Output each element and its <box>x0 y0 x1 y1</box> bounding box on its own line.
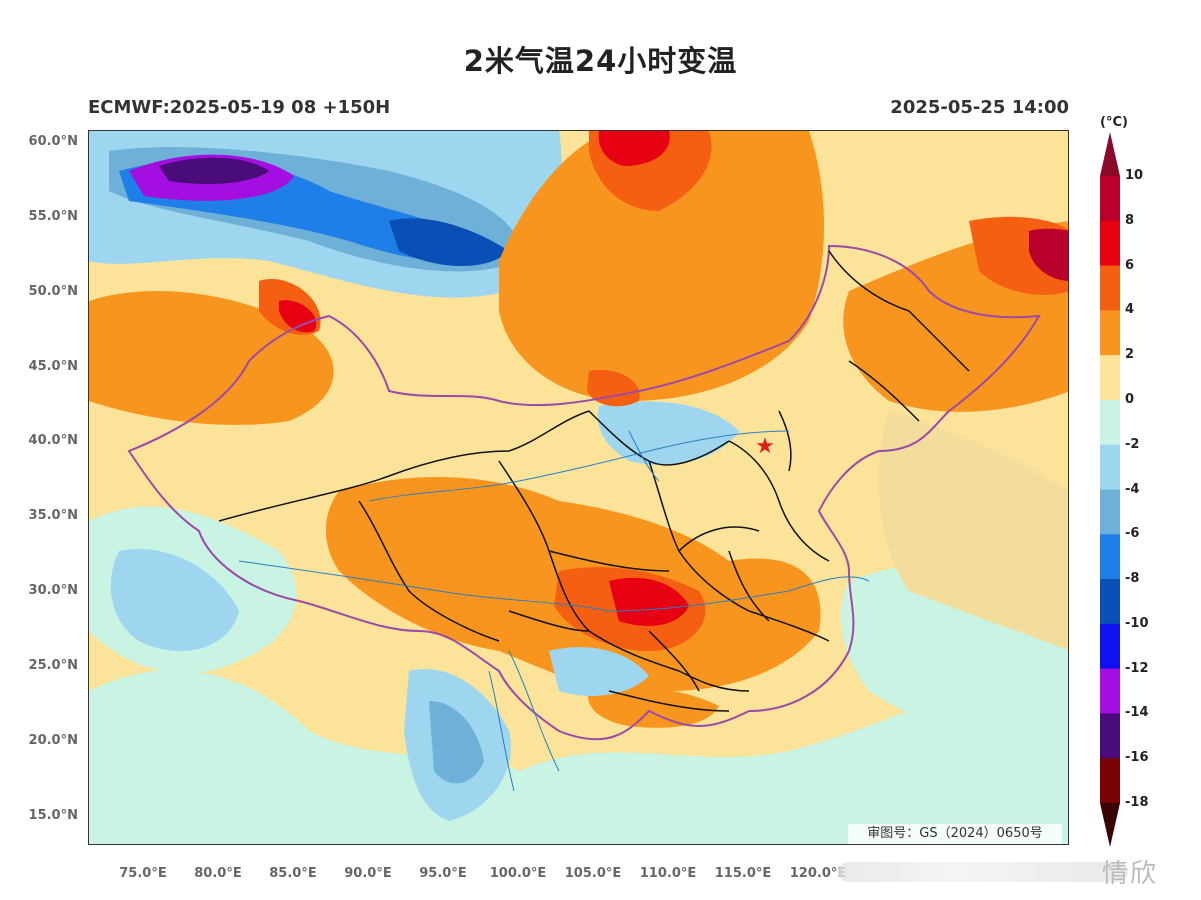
lon-label: 105.0°E <box>564 866 622 881</box>
colorbar-tick-label: -4 <box>1125 481 1140 497</box>
colorbar-unit: (°C) <box>1100 115 1128 130</box>
colorbar-tick-label: 10 <box>1125 168 1144 183</box>
field-orange-mongolia <box>499 131 824 401</box>
lon-label: 100.0°E <box>489 866 547 881</box>
lon-label: 90.0°E <box>344 866 392 881</box>
colorbar <box>1100 132 1120 847</box>
field-orange-south <box>588 686 719 728</box>
lat-label: 20.0°N <box>28 733 78 748</box>
field-light-blue-west <box>110 549 239 651</box>
lon-label: 120.0°E <box>789 866 847 881</box>
watermark: 情欣 <box>838 853 1198 889</box>
colorbar-band <box>1100 668 1120 714</box>
lon-label: 75.0°E <box>119 866 167 881</box>
field-red-west <box>279 300 317 333</box>
field-light-cyan-south <box>89 651 1068 844</box>
field-deep-purple-north <box>159 157 269 184</box>
lon-label: 80.0°E <box>194 866 242 881</box>
lon-label: 95.0°E <box>419 866 467 881</box>
watermark-bar <box>838 862 1128 882</box>
lat-label: 45.0°N <box>28 359 78 374</box>
lat-label: 60.0°N <box>28 134 78 149</box>
colorbar-band <box>1100 220 1120 267</box>
colorbar-tick-label: -12 <box>1125 660 1149 676</box>
colorbar-band <box>1100 579 1120 625</box>
colorbar-tick-label: -18 <box>1125 795 1149 810</box>
valid-time-label: 2025-05-25 14:00 <box>890 97 1069 118</box>
colorbar-tick-label: 6 <box>1125 257 1135 273</box>
colorbar-band <box>1100 399 1120 446</box>
colorbar-tick-label: -16 <box>1125 750 1149 766</box>
lon-label: 110.0°E <box>639 866 697 881</box>
field-red-orange-inner-mongolia <box>587 370 640 407</box>
field-red-siberia <box>598 131 670 166</box>
lat-label: 40.0°N <box>28 433 78 448</box>
colorbar-tick-label: 2 <box>1125 347 1135 363</box>
colorbar-tick-label: -2 <box>1125 436 1140 452</box>
field-sand-east-sea <box>878 411 1068 651</box>
lat-label: 35.0°N <box>28 508 78 523</box>
lon-label: 115.0°E <box>714 866 772 881</box>
lat-label: 30.0°N <box>28 583 78 598</box>
review-number-stamp: 审图号：GS（2024）0650号 <box>848 824 1062 844</box>
model-run-label: ECMWF:2025-05-19 08 +150H <box>88 97 391 118</box>
field-dark-red-northeast <box>1029 228 1068 281</box>
colorbar-tick-label: -10 <box>1125 615 1149 631</box>
rivers <box>238 430 870 792</box>
field-dark-blue-north <box>389 218 509 266</box>
field-red-sichuan <box>609 577 689 626</box>
colorbar-band <box>1100 534 1120 580</box>
colorbar-band <box>1100 355 1120 401</box>
colorbar-tick-label: -14 <box>1125 705 1149 721</box>
colorbar-band <box>1100 265 1120 311</box>
lon-label: 85.0°E <box>269 866 317 881</box>
colorbar-top-arrow <box>1100 132 1120 176</box>
colorbar-tick-label: -6 <box>1125 526 1140 542</box>
colorbar-tick-label: 8 <box>1125 212 1135 228</box>
colorbar-tick-label: 0 <box>1125 391 1135 407</box>
colorbar-band <box>1100 176 1120 222</box>
star-icon[interactable]: ★ <box>755 434 775 459</box>
colorbar-band <box>1100 310 1120 356</box>
watermark-text: 情欣 <box>1101 859 1158 889</box>
colorbar-band <box>1100 713 1120 759</box>
field-blue-north-china <box>597 401 739 465</box>
map-canvas: ★ <box>89 131 1068 844</box>
field-blue-south <box>549 647 649 696</box>
colorbar-band <box>1100 758 1120 804</box>
temperature-change-map[interactable]: ★ <box>88 130 1069 845</box>
colorbar-band <box>1100 444 1120 490</box>
province-borders <box>218 250 970 712</box>
field-mid-blue-southwest <box>429 701 484 784</box>
colorbar-band <box>1100 489 1120 535</box>
field-orange-west <box>89 291 334 425</box>
lat-label: 50.0°N <box>28 284 78 299</box>
lat-label: 25.0°N <box>28 658 78 673</box>
colorbar-bottom-arrow <box>1100 803 1120 847</box>
colorbar-tick-label: -8 <box>1125 571 1140 587</box>
colorbar-band <box>1100 623 1120 670</box>
colorbar-tick-label: 4 <box>1125 302 1135 318</box>
lat-label: 15.0°N <box>28 808 78 823</box>
country-border <box>127 244 1041 741</box>
map-title: 2米气温24小时变温 <box>463 44 738 78</box>
lat-label: 55.0°N <box>28 209 78 224</box>
